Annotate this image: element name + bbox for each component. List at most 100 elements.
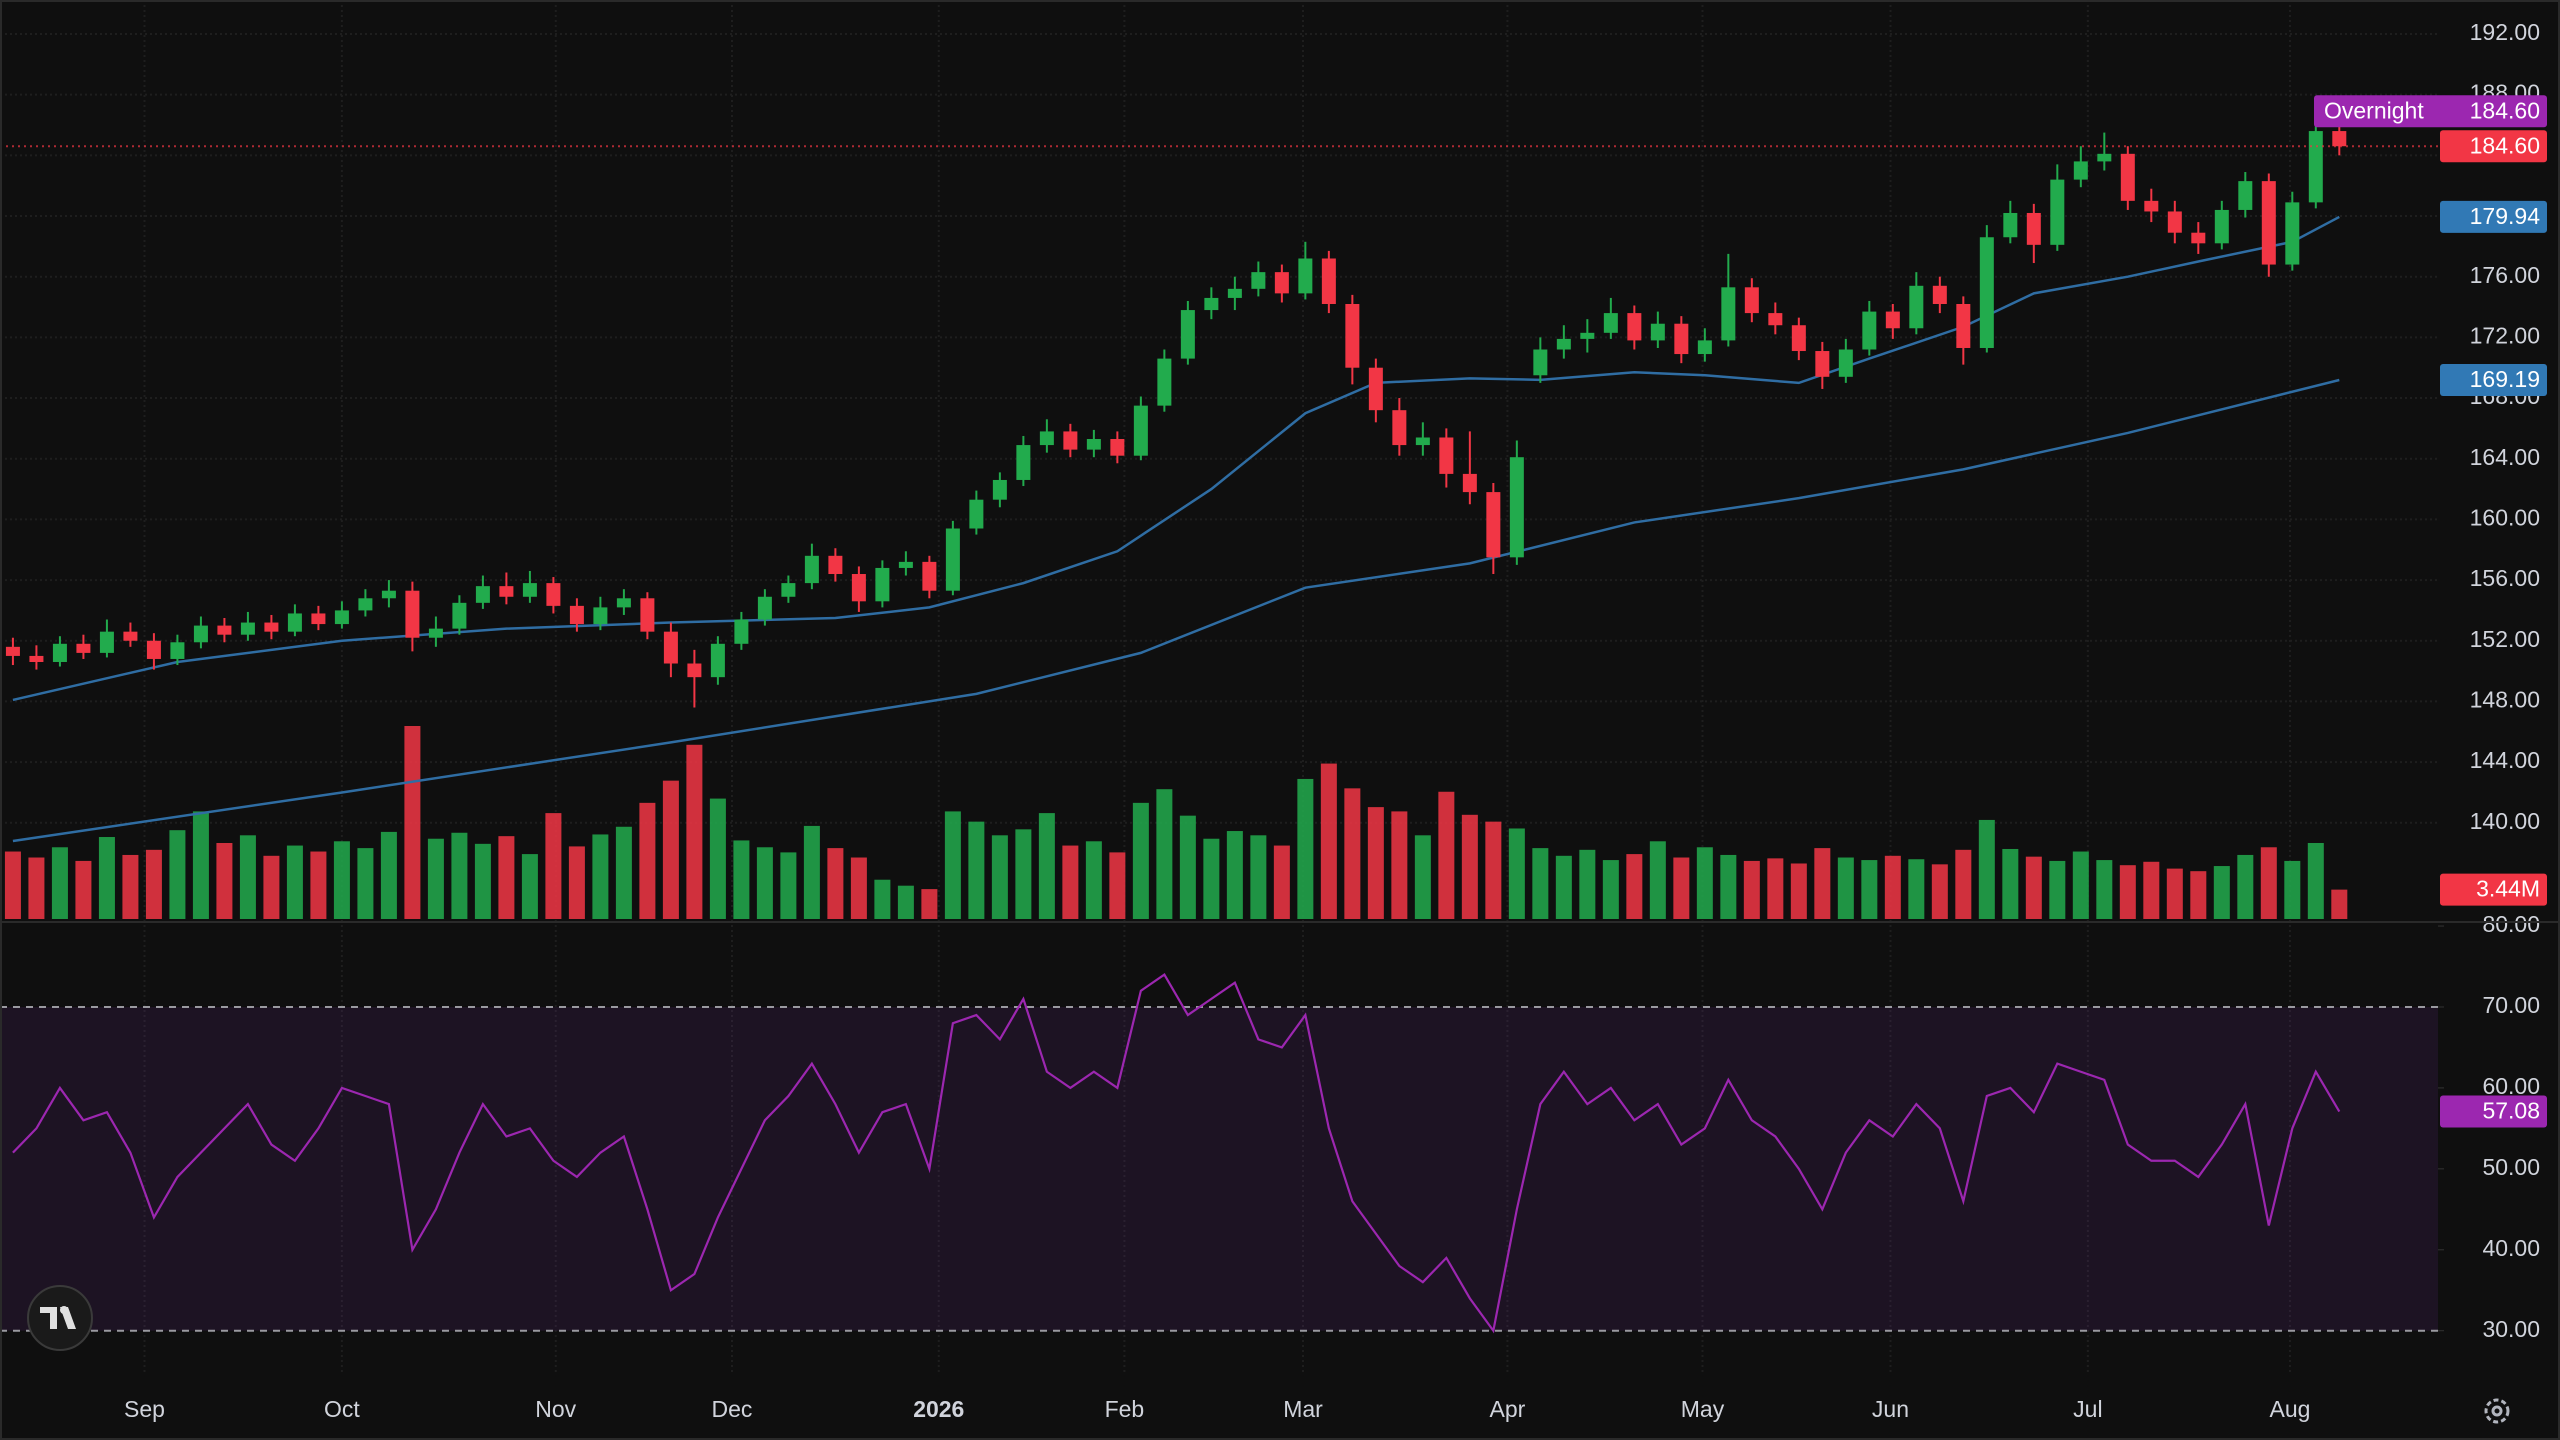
volume-bar	[1743, 860, 1760, 919]
volume-bar	[2072, 851, 2089, 919]
volume-bar	[803, 825, 820, 919]
volume-bar	[1085, 841, 1102, 919]
moving-average	[12, 378, 2340, 843]
candle-body	[76, 643, 91, 653]
candle-body	[1274, 272, 1289, 294]
candle-body	[781, 583, 796, 597]
candle-body	[945, 528, 960, 591]
y-tick-label: 60.00	[2482, 1073, 2540, 1099]
candle-body	[452, 602, 467, 629]
candle-body	[1133, 405, 1148, 456]
last-price-label-bg	[2440, 130, 2547, 163]
candle-body	[5, 646, 20, 656]
candle-body	[2026, 212, 2041, 245]
candle-body	[2120, 153, 2135, 201]
ma-last-label: 169.19	[2470, 366, 2540, 392]
volume-bar	[2307, 842, 2324, 919]
volume-bar	[1955, 849, 1972, 919]
x-tick-label: Nov	[535, 1396, 576, 1422]
gear-outer	[2484, 1398, 2510, 1424]
candle-body	[217, 625, 232, 635]
volume-bar	[1179, 815, 1196, 919]
candle-body	[1721, 287, 1736, 341]
volume-bar	[145, 849, 162, 919]
volume-bar	[380, 831, 397, 919]
candle-body	[1509, 457, 1524, 558]
volume-bar	[1015, 829, 1032, 919]
candle-body	[898, 561, 913, 568]
candle-body	[381, 590, 396, 599]
candle-body	[1486, 492, 1501, 558]
volume-bar	[2331, 889, 2348, 919]
candle-body	[428, 628, 443, 638]
candle-body	[1627, 313, 1642, 341]
settings-button[interactable]	[2484, 1398, 2510, 1424]
y-tick-label: 164.00	[2470, 444, 2540, 470]
candle-body	[1979, 237, 1994, 348]
candle-body	[1086, 439, 1101, 450]
volume-bar	[2190, 871, 2207, 919]
gear-inner	[2491, 1405, 2503, 1417]
candle-body	[123, 631, 138, 641]
candle-body	[1791, 325, 1806, 352]
logo-circle	[27, 1285, 93, 1351]
volume-bar	[545, 813, 562, 919]
volume-bar	[1978, 819, 1995, 919]
candle-body	[757, 596, 772, 620]
ma-last-label: 179.94	[2470, 203, 2541, 229]
candle-body	[475, 586, 490, 603]
volume-bar	[921, 889, 938, 919]
candle-body	[522, 583, 537, 597]
volume-bar	[1297, 778, 1314, 919]
candle-body	[1321, 258, 1336, 304]
candle-body	[687, 663, 702, 678]
candle-body	[2285, 202, 2300, 265]
candle-body	[1345, 303, 1360, 368]
candle-body	[1039, 431, 1054, 446]
volume-bar	[1767, 858, 1784, 919]
candle-body	[2332, 131, 2347, 147]
candle-body	[1439, 437, 1454, 474]
candle-body	[2144, 200, 2159, 212]
y-tick-label: 152.00	[2470, 626, 2540, 652]
volume-bar	[1814, 848, 1831, 919]
volume-last-label-bg	[2440, 873, 2547, 906]
y-tick-label: 160.00	[2470, 504, 2540, 530]
volume-bar	[1720, 854, 1737, 919]
candle-body	[99, 631, 114, 653]
rsi-line	[12, 973, 2341, 1334]
volume-bar	[968, 821, 985, 919]
volume-bar	[1414, 835, 1431, 919]
volume-bar	[1320, 763, 1337, 919]
logo-dot	[60, 1306, 68, 1314]
candle-body	[1063, 431, 1078, 450]
candle-body	[875, 567, 890, 602]
candle-body	[334, 610, 349, 625]
volume-bar	[2213, 866, 2230, 919]
candle-body	[1392, 410, 1407, 446]
volume-bar	[1649, 841, 1666, 919]
candle-body	[593, 607, 608, 625]
candle-body	[734, 619, 749, 644]
volume-bar	[1038, 813, 1055, 919]
candle-body	[1768, 313, 1783, 326]
volume-bar	[686, 744, 703, 919]
x-tick-label: Apr	[1490, 1396, 1526, 1422]
volume-bar	[75, 860, 92, 919]
candle-body	[663, 631, 678, 664]
candle-body	[240, 622, 255, 635]
volume-bar	[2260, 847, 2277, 919]
candle-body	[405, 590, 420, 638]
x-tick-label: May	[1681, 1396, 1725, 1422]
volume-bar	[827, 848, 844, 919]
candle-body	[358, 598, 373, 611]
tradingview-logo[interactable]	[27, 1285, 93, 1351]
candle-body	[2191, 232, 2206, 244]
volume-bar	[310, 851, 327, 919]
volume-bar	[357, 848, 374, 919]
volume-bar	[1062, 845, 1079, 919]
y-tick-label: 80.00	[2482, 911, 2540, 937]
volume-bar	[474, 843, 491, 919]
candle-body	[1368, 367, 1383, 411]
